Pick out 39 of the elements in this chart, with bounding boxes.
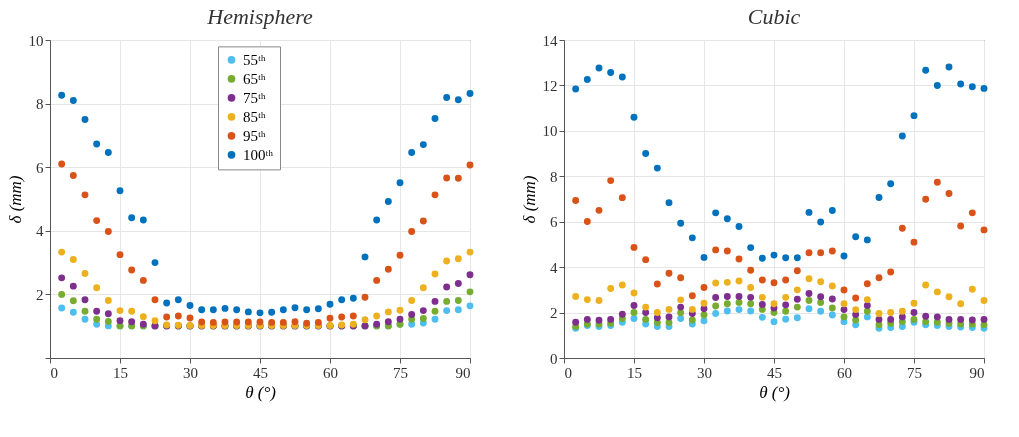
y-tick-label: 10 bbox=[542, 123, 558, 140]
y-tick-label: 6 bbox=[36, 159, 44, 176]
legend-label: 65ᵗʰ bbox=[243, 70, 266, 87]
legend-label: 85ᵗʰ bbox=[243, 108, 266, 125]
y-tick-label: 2 bbox=[36, 286, 44, 303]
x-tick-label: 45 bbox=[767, 364, 782, 381]
legend-label: 100ᵗʰ bbox=[243, 146, 274, 163]
x-axis-title: θ (°) bbox=[245, 382, 277, 402]
y-tick-label: 4 bbox=[550, 259, 558, 276]
x-tick-label: 45 bbox=[253, 364, 268, 381]
y-axis-title: δ (mm) bbox=[519, 175, 539, 224]
x-tick-label: 90 bbox=[969, 364, 985, 381]
legend-label: 75ᵗʰ bbox=[243, 89, 266, 106]
x-tick-label: 30 bbox=[697, 364, 712, 381]
x-tick-label: 60 bbox=[323, 364, 338, 381]
x-tick-label: 0 bbox=[564, 364, 572, 381]
x-tick-label: 75 bbox=[393, 364, 408, 381]
y-tick-label: 0 bbox=[550, 350, 558, 367]
y-tick-label: 2 bbox=[550, 305, 558, 322]
y-tick-label: 4 bbox=[36, 223, 44, 240]
y-tick-label: 6 bbox=[550, 214, 558, 231]
legend-label: 55ᵗʰ bbox=[243, 51, 266, 68]
x-axis-title: θ (°) bbox=[759, 382, 791, 402]
x-tick-label: 60 bbox=[837, 364, 852, 381]
y-tick-label: 8 bbox=[550, 168, 558, 185]
chart-title: Hemisphere bbox=[206, 4, 313, 29]
x-tick-label: 0 bbox=[50, 364, 58, 381]
chart-title: Cubic bbox=[747, 4, 801, 29]
x-tick-label: 15 bbox=[627, 364, 642, 381]
legend-label: 95ᵗʰ bbox=[243, 127, 266, 144]
x-tick-label: 90 bbox=[455, 364, 471, 381]
y-tick-label: 10 bbox=[28, 32, 44, 49]
y-tick-label: 12 bbox=[542, 77, 558, 94]
x-tick-label: 75 bbox=[907, 364, 922, 381]
y-tick-label: 8 bbox=[36, 96, 44, 113]
x-tick-label: 30 bbox=[183, 364, 198, 381]
y-axis-title: δ (mm) bbox=[5, 175, 25, 224]
x-tick-label: 15 bbox=[113, 364, 128, 381]
y-tick-label: 14 bbox=[542, 32, 558, 49]
